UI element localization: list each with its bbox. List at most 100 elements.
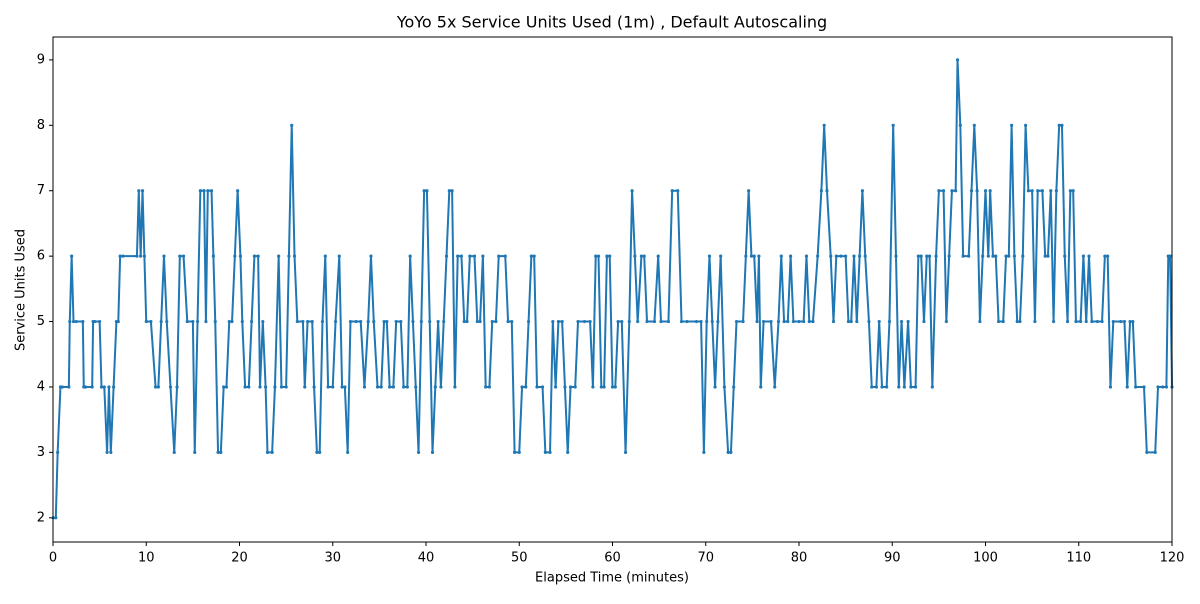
data-point: [279, 385, 284, 389]
data-point: [162, 254, 166, 258]
data-point: [1125, 385, 1129, 389]
data-point: [927, 254, 932, 258]
data-point: [955, 58, 960, 62]
y-tick-label: 6: [37, 249, 45, 264]
data-point: [797, 319, 801, 324]
data-point: [112, 385, 116, 389]
data-point: [623, 450, 628, 454]
data-point: [573, 385, 577, 389]
data-point: [1074, 319, 1078, 324]
data-point: [385, 319, 389, 324]
data-point: [676, 189, 680, 193]
data-point: [284, 385, 288, 389]
data-point: [1036, 189, 1040, 193]
x-tick-label: 70: [697, 551, 714, 566]
data-point: [761, 319, 766, 324]
data-point: [331, 385, 335, 389]
data-point: [994, 254, 998, 258]
data-point: [834, 254, 838, 258]
data-point: [256, 254, 260, 258]
data-point: [972, 123, 976, 127]
data-point: [894, 254, 898, 258]
data-point: [337, 254, 341, 258]
data-point: [305, 319, 310, 324]
data-point: [716, 319, 720, 324]
data-point: [1054, 189, 1058, 193]
data-point: [312, 385, 316, 389]
data-point: [1010, 123, 1014, 127]
y-tick-label: 8: [37, 118, 45, 133]
data-point: [713, 385, 717, 389]
data-point: [168, 385, 173, 389]
data-point: [1021, 254, 1025, 258]
data-point: [359, 319, 363, 324]
data-point: [791, 319, 796, 324]
data-point: [1111, 319, 1115, 324]
data-point: [382, 319, 386, 324]
data-point: [428, 319, 432, 324]
data-point: [343, 385, 347, 389]
data-point: [529, 254, 533, 258]
data-point: [165, 319, 169, 324]
data-point: [264, 385, 268, 389]
data-point: [991, 254, 995, 258]
x-tick-label: 30: [324, 551, 341, 566]
data-point: [1033, 319, 1037, 324]
data-point: [1128, 319, 1132, 324]
data-point: [204, 319, 208, 324]
data-point: [118, 254, 122, 258]
data-point: [459, 254, 464, 258]
data-point: [273, 385, 277, 389]
data-point: [191, 319, 195, 324]
data-point: [551, 319, 555, 324]
data-point: [779, 254, 783, 258]
y-tick-label: 7: [37, 183, 45, 198]
data-point: [315, 450, 319, 454]
data-point: [776, 319, 781, 324]
data-point: [265, 450, 270, 454]
data-point: [568, 385, 573, 389]
data-point: [98, 319, 102, 324]
data-point: [74, 319, 78, 324]
data-point: [399, 319, 403, 324]
x-tick-label: 60: [604, 551, 621, 566]
data-point: [679, 319, 684, 324]
data-point: [870, 385, 874, 389]
data-point: [961, 254, 965, 258]
data-point: [465, 319, 469, 324]
data-point: [510, 319, 514, 324]
data-point: [543, 450, 547, 454]
data-point: [1046, 254, 1050, 258]
data-point: [880, 385, 884, 389]
data-point: [346, 450, 350, 454]
data-point: [60, 385, 64, 389]
data-point: [852, 254, 856, 258]
data-point: [860, 189, 865, 193]
data-point: [240, 319, 244, 324]
data-point: [548, 450, 552, 454]
data-point: [456, 254, 460, 258]
data-point: [93, 319, 97, 324]
x-tick-label: 10: [138, 551, 155, 566]
data-point: [670, 189, 674, 193]
data-point: [362, 385, 367, 389]
data-point: [175, 385, 179, 389]
data-point: [310, 319, 314, 324]
data-point: [602, 385, 606, 389]
data-point: [967, 254, 971, 258]
data-point: [1095, 319, 1099, 324]
data-point: [1079, 319, 1083, 324]
y-tick-label: 9: [37, 52, 45, 67]
data-point: [599, 385, 603, 389]
data-point: [414, 385, 418, 389]
data-point: [789, 254, 793, 258]
data-point: [258, 385, 262, 389]
data-point: [391, 385, 395, 389]
x-tick-label: 120: [1160, 551, 1185, 566]
data-point: [524, 385, 528, 389]
data-point: [759, 385, 763, 389]
data-point: [388, 385, 392, 389]
x-tick-label: 110: [1066, 551, 1091, 566]
data-point: [839, 254, 843, 258]
data-point: [430, 450, 435, 454]
